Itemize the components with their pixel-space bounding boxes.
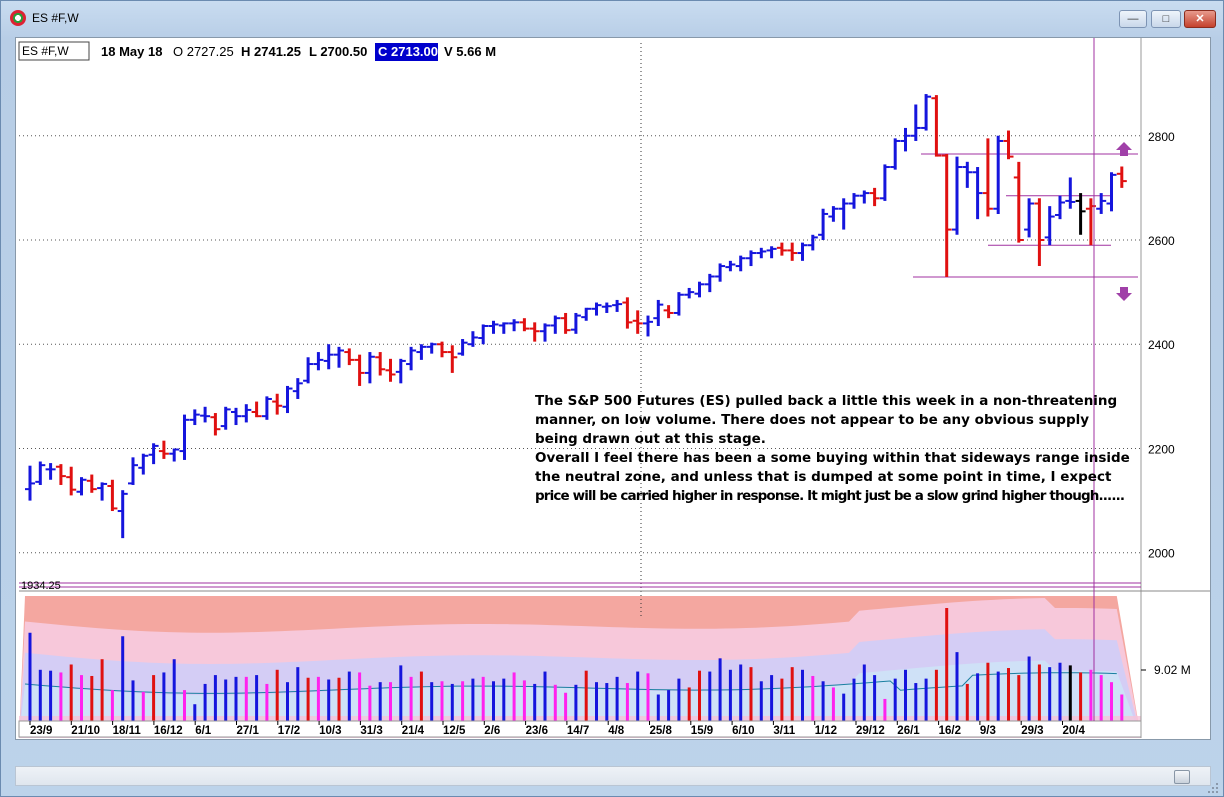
horizontal-scrollbar[interactable] — [15, 766, 1211, 786]
title-bar[interactable]: ES #F,W — □ ✕ — [1, 1, 1223, 33]
volume-scale-label: 9.02 M — [1154, 663, 1191, 677]
x-tick-label: 29/3 — [1021, 725, 1043, 737]
x-tick-label: 26/1 — [897, 725, 920, 737]
down-arrow-icon — [1116, 287, 1132, 302]
volume-header-label: V 5.66 M — [444, 44, 496, 59]
x-tick-label: 17/2 — [278, 725, 300, 737]
symbol-label: ES #F,W — [22, 44, 69, 58]
scroll-thumb[interactable] — [1174, 770, 1190, 784]
x-axis-labels: 23/9 21/10 18/11 16/12 6/1 27/1 17/2 10/3 31/3 21… — [29, 721, 1086, 737]
x-tick-label: 10/3 — [319, 725, 341, 737]
window-title: ES #F,W — [32, 11, 79, 25]
annotation-line: the neutral zone, and unless that is dum… — [535, 469, 1112, 485]
x-tick-label: 18/11 — [113, 725, 142, 737]
volume-background — [19, 596, 1141, 738]
axes — [18, 38, 1210, 738]
x-tick-label: 16/2 — [939, 725, 961, 737]
y-tick-label: 2000 — [1148, 547, 1175, 561]
x-tick-label: 27/1 — [237, 725, 260, 737]
resize-grip-icon[interactable] — [1207, 782, 1219, 794]
minimize-button[interactable]: — — [1119, 10, 1147, 28]
low-value-label: 1934.25 — [21, 580, 61, 592]
price-bars — [25, 94, 1127, 539]
y-tick-label: 2400 — [1148, 338, 1175, 352]
x-tick-label: 23/9 — [30, 725, 52, 737]
up-arrow-icon — [1116, 142, 1132, 157]
x-tick-label: 14/7 — [567, 725, 589, 737]
x-tick-label: 6/1 — [195, 725, 212, 737]
x-tick-label: 21/4 — [402, 725, 425, 737]
x-tick-label: 9/3 — [980, 725, 996, 737]
maximize-icon: □ — [1162, 13, 1170, 25]
price-grid — [19, 43, 1141, 617]
annotation-line: The S&P 500 Futures (ES) pulled back a l… — [535, 393, 1117, 409]
x-tick-label: 2/6 — [484, 725, 500, 737]
x-tick-label: 25/8 — [650, 725, 673, 737]
annotation-line: price will be carried higher in response… — [535, 488, 1125, 504]
price-volume-chart[interactable]: 23/9 21/10 18/11 16/12 6/1 27/1 17/2 10/3 31/3 21… — [16, 38, 1210, 739]
y-tick-label: 2800 — [1148, 130, 1175, 144]
annotation-line: Overall I feel there has been a some buy… — [535, 450, 1130, 466]
high-label: H 2741.25 — [241, 44, 301, 59]
x-tick-label: 21/10 — [71, 725, 100, 737]
y-tick-label: 2200 — [1148, 442, 1175, 456]
y-axis-labels: 2000 2200 2400 2600 2800 1934.25 9.02 M — [21, 130, 1191, 677]
x-tick-label: 23/6 — [526, 725, 548, 737]
volume-average-line — [24, 672, 1117, 694]
close-icon: ✕ — [1195, 13, 1205, 25]
minimize-icon: — — [1127, 13, 1139, 25]
close-highlight — [375, 43, 438, 61]
close-button[interactable]: ✕ — [1184, 10, 1216, 28]
annotation-line: manner, on low volume. There does not ap… — [535, 412, 1089, 428]
x-tick-label: 29/12 — [856, 725, 885, 737]
x-tick-label: 15/9 — [691, 725, 713, 737]
x-tick-label: 12/5 — [443, 725, 466, 737]
x-tick-label: 1/12 — [815, 725, 837, 737]
symbol-box — [18, 41, 90, 61]
x-tick-label: 4/8 — [608, 725, 625, 737]
x-tick-label: 31/3 — [360, 725, 382, 737]
annotation-line: being drawn out at this stage. — [535, 431, 766, 447]
date-label: 18 May 18 — [101, 44, 162, 59]
close-label: C 2713.00 — [378, 44, 438, 59]
x-axis-strip — [18, 720, 1142, 738]
maximize-button[interactable]: □ — [1151, 10, 1181, 28]
x-tick-label: 20/4 — [1063, 725, 1086, 737]
x-tick-label: 6/10 — [732, 725, 754, 737]
x-tick-label: 3/11 — [773, 725, 795, 737]
open-label: O 2727.25 — [173, 44, 234, 59]
app-icon — [10, 10, 26, 26]
chart-pane[interactable]: 23/9 21/10 18/11 16/12 6/1 27/1 17/2 10/3 31/3 21… — [15, 37, 1211, 740]
x-tick-label: 16/12 — [154, 725, 183, 737]
volume-bars — [28, 608, 1124, 721]
low-label: L 2700.50 — [309, 44, 367, 59]
y-tick-label: 2600 — [1148, 234, 1175, 248]
annotation-text: The S&P 500 Futures (ES) pulled back a l… — [535, 393, 1130, 504]
